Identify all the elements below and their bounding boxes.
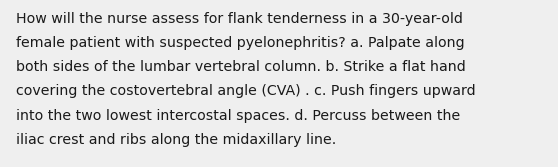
Text: into the two lowest intercostal spaces. d. Percuss between the: into the two lowest intercostal spaces. … bbox=[16, 109, 460, 123]
Text: iliac crest and ribs along the midaxillary line.: iliac crest and ribs along the midaxilla… bbox=[16, 133, 336, 147]
Text: covering the costovertebral angle (CVA) . c. Push fingers upward: covering the costovertebral angle (CVA) … bbox=[16, 84, 475, 98]
Text: female patient with suspected pyelonephritis? a. Palpate along: female patient with suspected pyelonephr… bbox=[16, 36, 464, 50]
Text: both sides of the lumbar vertebral column. b. Strike a flat hand: both sides of the lumbar vertebral colum… bbox=[16, 60, 465, 74]
Text: How will the nurse assess for flank tenderness in a 30-year-old: How will the nurse assess for flank tend… bbox=[16, 12, 463, 26]
